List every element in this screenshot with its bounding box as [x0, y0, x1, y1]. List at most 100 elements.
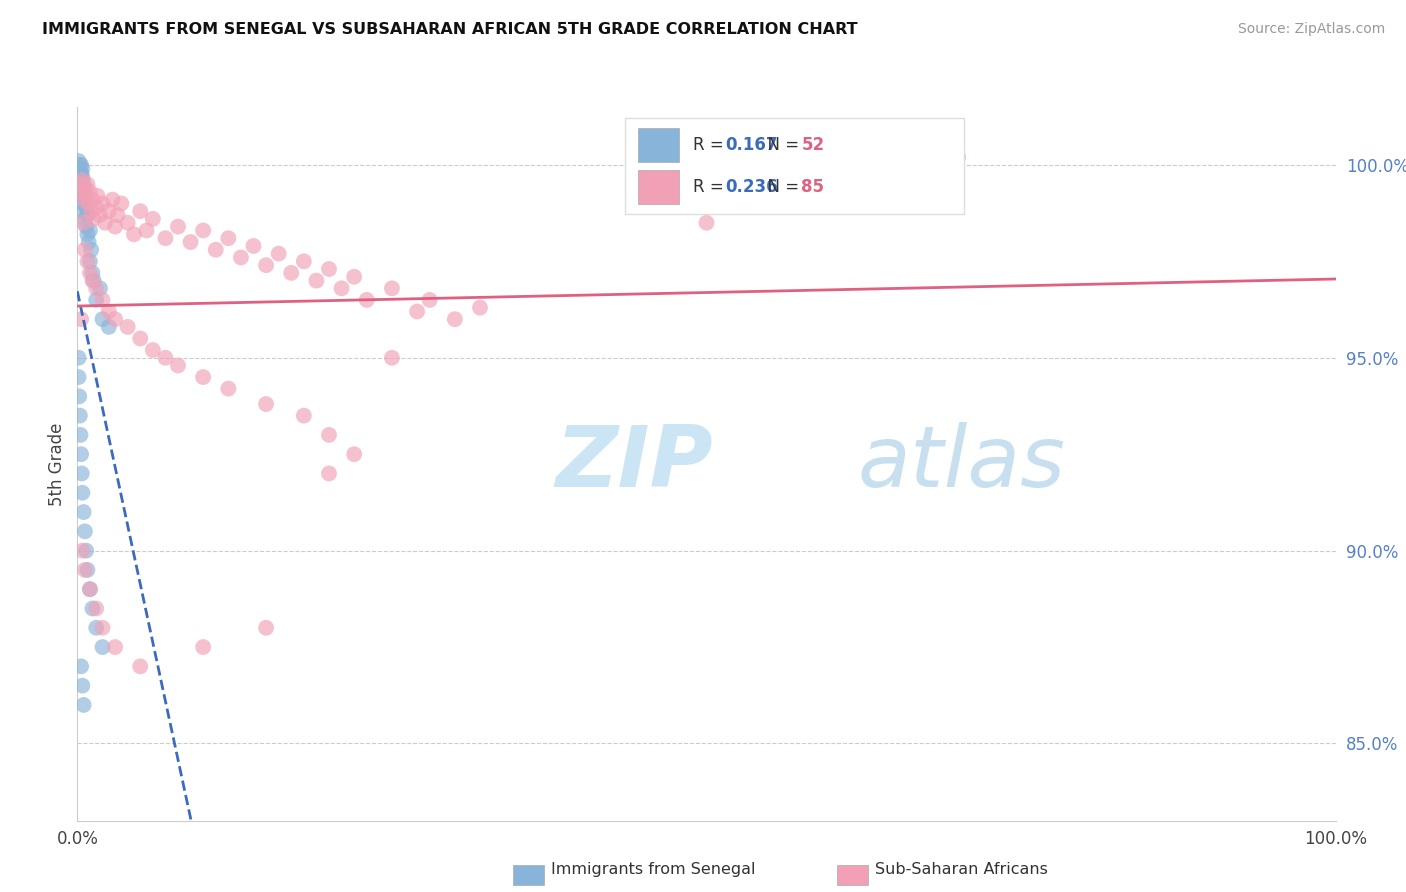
Text: 52: 52 — [801, 136, 824, 153]
Text: ZIP: ZIP — [555, 422, 713, 506]
Point — [155, 351, 177, 365]
Point — [67, 161, 90, 176]
Point — [117, 216, 139, 230]
Point — [84, 601, 107, 615]
Point — [94, 216, 117, 230]
Point — [97, 204, 120, 219]
Point — [79, 582, 101, 597]
Y-axis label: 5th Grade: 5th Grade — [48, 422, 66, 506]
Text: 85: 85 — [801, 178, 824, 196]
Point — [75, 188, 97, 202]
Point — [318, 262, 340, 277]
Point — [104, 312, 127, 326]
Point — [91, 640, 114, 654]
Point — [242, 239, 264, 253]
Point — [79, 223, 101, 237]
Point — [72, 193, 94, 207]
Point — [70, 467, 93, 481]
Text: Source: ZipAtlas.com: Source: ZipAtlas.com — [1237, 22, 1385, 37]
Text: R =: R = — [693, 136, 728, 153]
Point — [129, 204, 152, 219]
Point — [229, 251, 252, 265]
Point — [267, 246, 290, 260]
Point — [444, 312, 467, 326]
Point — [180, 235, 202, 249]
Point — [305, 274, 328, 288]
Point — [73, 188, 96, 202]
Point — [91, 196, 114, 211]
Point — [72, 216, 94, 230]
Point — [72, 161, 94, 176]
Point — [191, 640, 215, 654]
Point — [135, 223, 157, 237]
Point — [70, 659, 93, 673]
Point — [948, 150, 970, 164]
Point — [77, 196, 100, 211]
Point — [129, 331, 152, 345]
Point — [77, 235, 100, 249]
Point — [72, 543, 94, 558]
Text: N =: N = — [758, 178, 804, 196]
Point — [79, 266, 101, 280]
Point — [76, 227, 98, 242]
Point — [76, 254, 98, 268]
Point — [217, 231, 239, 245]
Point — [67, 370, 90, 384]
Point — [280, 266, 302, 280]
Point — [72, 679, 94, 693]
Point — [129, 659, 152, 673]
Point — [69, 166, 91, 180]
Point — [381, 351, 404, 365]
Point — [70, 158, 93, 172]
Point — [696, 216, 718, 230]
Point — [122, 227, 145, 242]
Point — [70, 177, 93, 191]
Point — [343, 447, 366, 461]
Point — [72, 181, 94, 195]
Point — [82, 274, 104, 288]
Point — [73, 243, 96, 257]
Point — [84, 281, 107, 295]
Point — [104, 219, 127, 234]
Point — [658, 196, 681, 211]
Point — [67, 389, 90, 403]
Point — [318, 467, 340, 481]
Text: N =: N = — [758, 136, 804, 153]
Point — [76, 208, 98, 222]
Point — [104, 640, 127, 654]
Point — [191, 370, 215, 384]
Point — [97, 319, 120, 334]
Point — [76, 177, 98, 191]
Point — [406, 304, 429, 318]
Point — [72, 204, 94, 219]
Point — [117, 319, 139, 334]
Point — [155, 231, 177, 245]
Point — [167, 359, 190, 373]
Point — [67, 351, 90, 365]
Point — [82, 601, 104, 615]
Point — [72, 505, 94, 519]
Point — [83, 211, 105, 226]
Point — [75, 219, 97, 234]
Point — [69, 169, 91, 184]
Point — [107, 208, 129, 222]
Point — [79, 582, 101, 597]
Point — [254, 397, 277, 411]
Point — [73, 563, 96, 577]
Point — [142, 211, 165, 226]
Point — [72, 173, 94, 187]
Point — [69, 428, 91, 442]
Point — [72, 185, 94, 199]
Point — [86, 188, 108, 202]
Point — [381, 281, 404, 295]
Point — [292, 409, 315, 423]
Point — [97, 304, 120, 318]
Point — [330, 281, 353, 295]
Point — [89, 208, 111, 222]
Point — [75, 543, 97, 558]
Text: atlas: atlas — [858, 422, 1066, 506]
Text: R =: R = — [693, 178, 728, 196]
Point — [292, 254, 315, 268]
Point — [73, 193, 96, 207]
Point — [79, 254, 101, 268]
